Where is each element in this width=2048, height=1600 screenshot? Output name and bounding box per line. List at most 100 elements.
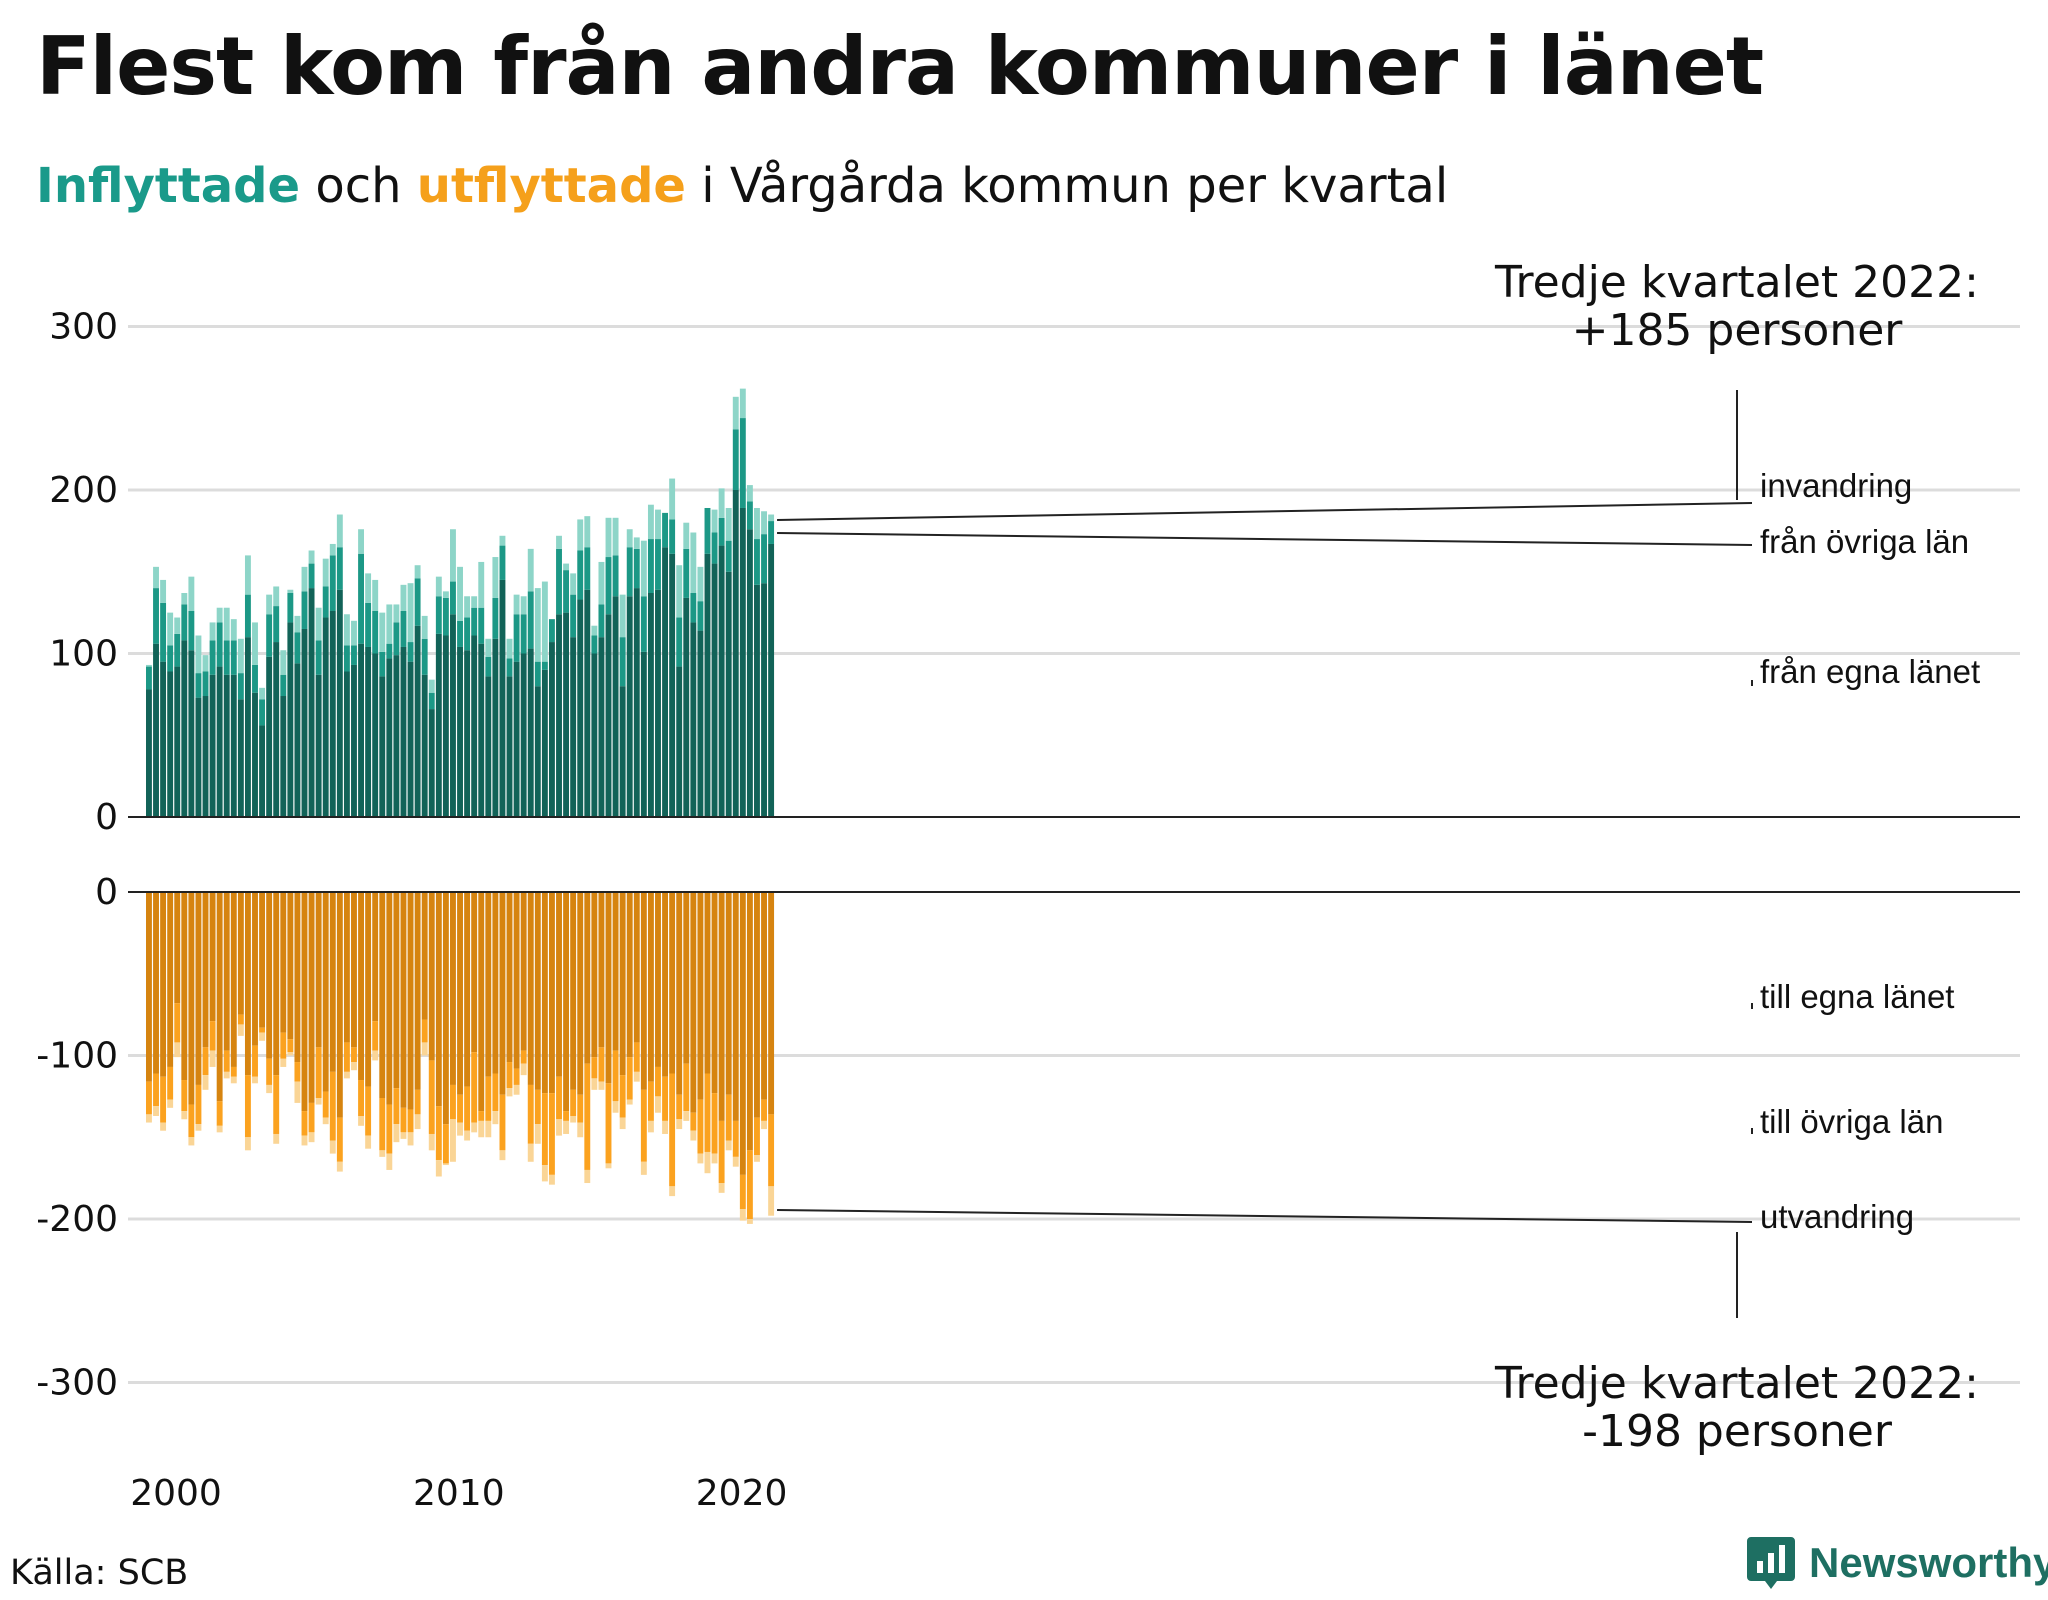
bar-immigration: [541, 581, 548, 662]
bar-in-own-county: [160, 661, 167, 817]
bar-in-own-county: [379, 676, 386, 817]
bar-out-own-county: [520, 892, 527, 1051]
bar-immigration: [676, 565, 683, 618]
bar-in-other-county: [739, 418, 746, 508]
bar-in-other-county: [761, 534, 767, 584]
bar-out-own-county: [153, 892, 159, 1074]
bar-in-own-county: [174, 666, 181, 817]
bar-in-own-county: [563, 612, 570, 818]
bar-emigration: [563, 1120, 570, 1134]
bar-in-other-county: [266, 614, 273, 657]
bar-immigration: [181, 593, 188, 605]
bar-immigration: [308, 550, 315, 564]
bar-immigration: [209, 622, 216, 641]
bar-in-own-county: [181, 640, 188, 817]
bar-in-own-county: [146, 689, 152, 817]
bar-emigration: [259, 1032, 266, 1041]
bar-out-other-county: [464, 1086, 471, 1131]
bar-out-other-county: [414, 1089, 421, 1115]
bar-out-own-county: [259, 892, 266, 1028]
bar-in-other-county: [633, 548, 640, 589]
bar-out-other-county: [146, 1081, 152, 1115]
label-leader-line: [777, 532, 1753, 546]
bar-immigration: [527, 548, 534, 592]
bar-out-other-county: [605, 1083, 612, 1164]
bar-out-own-county: [732, 892, 739, 1121]
bar-emigration: [280, 1058, 287, 1067]
bar-emigration: [669, 1186, 676, 1197]
bar-immigration: [146, 664, 152, 667]
bar-immigration: [343, 614, 350, 646]
bar-out-other-county: [308, 1102, 315, 1133]
bar-in-other-county: [358, 553, 364, 644]
bar-out-other-county: [442, 1124, 449, 1164]
bar-out-other-county: [485, 1076, 492, 1121]
bar-emigration: [351, 1062, 357, 1071]
bottom-callout-heading: Tredje kvartalet 2022:: [1494, 1358, 1979, 1409]
bar-out-other-county: [457, 1094, 463, 1123]
bar-immigration: [244, 555, 251, 595]
bar-in-own-county: [365, 646, 372, 817]
bar-out-other-county: [676, 1094, 683, 1120]
bar-in-other-county: [683, 548, 690, 598]
bar-immigration: [556, 535, 562, 549]
bar-out-other-county: [527, 1084, 534, 1144]
bar-immigration: [577, 519, 584, 551]
bar-out-other-county: [216, 1101, 223, 1126]
bar-immigration: [725, 507, 732, 541]
bottom-y-tick-label: 0: [95, 872, 118, 913]
bar-out-other-county: [563, 1111, 570, 1121]
bar-in-other-county: [400, 610, 407, 647]
bar-in-own-county: [457, 646, 463, 817]
bar-in-own-county: [725, 571, 732, 817]
bar-in-other-county: [294, 632, 301, 664]
bar-out-other-county: [435, 1106, 442, 1161]
bar-emigration: [640, 1161, 647, 1175]
bar-in-other-county: [393, 622, 400, 656]
bar-in-other-county: [676, 617, 683, 667]
bar-immigration: [754, 507, 760, 540]
bar-emigration: [768, 1186, 775, 1216]
bar-immigration: [216, 607, 223, 623]
bar-in-own-county: [732, 490, 739, 817]
bar-in-own-county: [266, 656, 273, 817]
bar-out-own-county: [768, 892, 775, 1115]
bar-out-own-county: [640, 892, 647, 1090]
bar-out-other-county: [407, 1109, 414, 1133]
bar-in-own-county: [711, 563, 718, 818]
bar-in-other-county: [718, 517, 725, 546]
bar-immigration: [428, 679, 435, 693]
bar-in-other-county: [534, 661, 541, 687]
bar-immigration: [315, 607, 322, 641]
bar-out-other-county: [202, 1047, 209, 1076]
bottom-y-tick-label: -100: [36, 1036, 118, 1077]
bar-emigration: [754, 1155, 760, 1162]
bar-in-own-county: [591, 653, 598, 817]
bar-emigration: [174, 1042, 181, 1058]
bar-emigration: [365, 1135, 372, 1149]
bar-immigration: [421, 615, 428, 639]
bar-in-own-county: [336, 589, 343, 818]
bar-out-own-county: [619, 892, 626, 1076]
bar-immigration: [605, 517, 612, 558]
bar-emigration: [598, 1081, 605, 1090]
bar-in-other-county: [273, 606, 280, 643]
bar-out-other-county: [287, 1039, 294, 1053]
bar-in-own-county: [358, 643, 364, 817]
bar-emigration: [216, 1125, 223, 1133]
bar-immigration: [520, 596, 527, 615]
bar-in-other-county: [598, 604, 605, 638]
bar-in-own-county: [548, 642, 555, 817]
bar-immigration: [450, 529, 456, 582]
bar-out-own-county: [450, 892, 456, 1085]
bar-emigration: [181, 1111, 188, 1120]
bar-immigration: [612, 517, 619, 556]
bar-in-other-county: [548, 619, 555, 643]
bar-in-other-county: [153, 588, 159, 644]
bar-in-other-county: [520, 614, 527, 654]
bar-in-own-county: [237, 699, 244, 817]
bar-in-other-county: [499, 545, 506, 580]
bar-in-own-county: [329, 610, 336, 817]
bar-in-other-county: [563, 570, 570, 613]
bar-immigration: [322, 558, 329, 587]
